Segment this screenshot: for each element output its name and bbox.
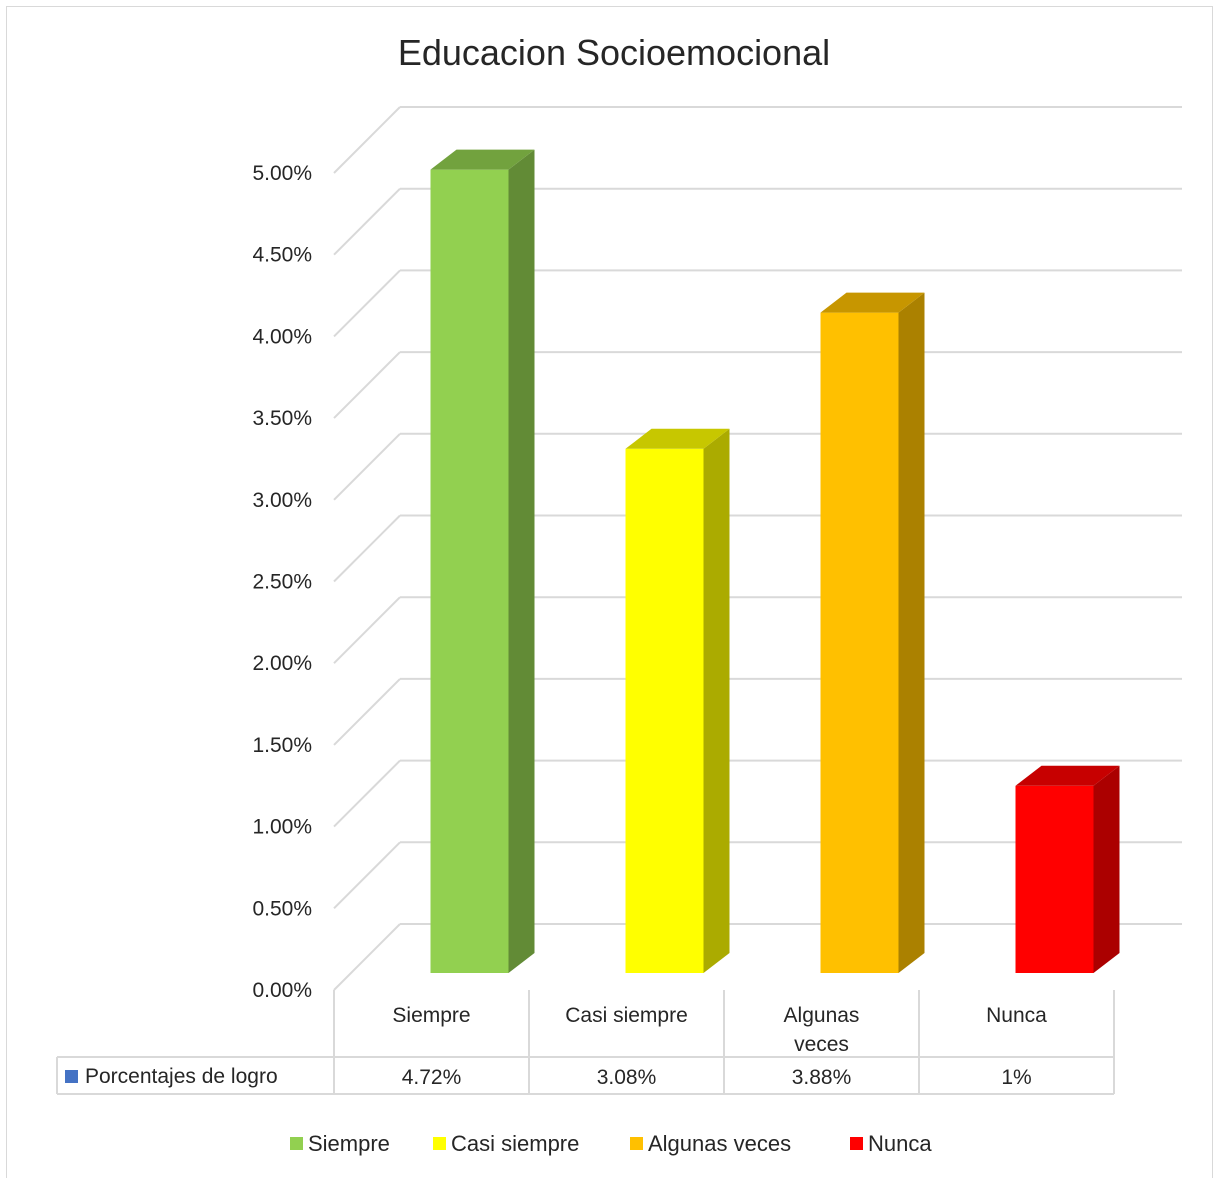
- bars: [431, 150, 1120, 973]
- category-label: Siempre: [392, 1004, 470, 1027]
- legend-label: Nunca: [868, 1131, 932, 1156]
- bar-front: [626, 449, 704, 973]
- bar-siempre: [431, 150, 535, 973]
- bar-side: [899, 293, 925, 973]
- legend: Siempre Casi siempre Algunas veces Nunca: [290, 1131, 932, 1156]
- series-name: Porcentajes de logro: [85, 1065, 278, 1088]
- legend-swatch: [433, 1137, 446, 1150]
- bar-algunas-veces: [821, 293, 925, 973]
- y-tick-label: 3.00%: [252, 489, 312, 512]
- y-axis-ticks: 0.00% 0.50% 1.00% 1.50% 2.00% 2.50% 3.00% 3.50%…: [252, 162, 312, 1002]
- bar-casi-siempre: [626, 429, 730, 973]
- gridline-side: [334, 842, 400, 908]
- data-table-value: 3.08%: [597, 1066, 657, 1089]
- legend-label: Siempre: [308, 1131, 390, 1156]
- data-table-value: 1%: [1001, 1066, 1031, 1089]
- y-tick-label: 1.50%: [252, 734, 312, 757]
- category-label: Casi siempre: [565, 1004, 688, 1027]
- bar-side: [704, 429, 730, 973]
- category-label: Algunas: [784, 1004, 860, 1027]
- bar-front: [431, 170, 509, 973]
- bar-side: [509, 150, 535, 973]
- series-key-swatch: [65, 1070, 78, 1083]
- bar-front: [821, 313, 899, 973]
- y-tick-label: 5.00%: [252, 162, 312, 185]
- gridline-side: [334, 352, 400, 418]
- gridline-side: [334, 270, 400, 336]
- gridline-side: [334, 597, 400, 663]
- bar-nunca: [1016, 766, 1120, 973]
- gridline-side: [334, 434, 400, 500]
- bar-front: [1016, 786, 1094, 973]
- category-label: Nunca: [986, 1004, 1047, 1027]
- chart-title: Educacion Socioemocional: [398, 32, 830, 73]
- gridline-side: [334, 189, 400, 255]
- data-table-value: 4.72%: [402, 1066, 462, 1089]
- y-tick-label: 0.50%: [252, 897, 312, 920]
- y-tick-label: 2.00%: [252, 652, 312, 675]
- gridline-side: [334, 761, 400, 827]
- gridline-side: [334, 516, 400, 582]
- y-tick-label: 4.00%: [252, 325, 312, 348]
- gridline-side: [334, 679, 400, 745]
- legend-swatch: [630, 1137, 643, 1150]
- y-tick-label: 1.00%: [252, 816, 312, 839]
- data-table: Siempre 4.72% Casi siempre 3.08% Algunas vece…: [57, 990, 1114, 1094]
- data-table-value: 3.88%: [792, 1066, 852, 1089]
- y-tick-label: 4.50%: [252, 244, 312, 267]
- bar-side: [1094, 766, 1120, 973]
- gridline-side: [334, 107, 400, 173]
- y-tick-label: 0.00%: [252, 979, 312, 1002]
- y-tick-label: 2.50%: [252, 571, 312, 594]
- category-label: veces: [794, 1033, 849, 1056]
- gridline-side: [334, 924, 400, 990]
- legend-swatch: [290, 1137, 303, 1150]
- legend-label: Algunas veces: [648, 1131, 791, 1156]
- y-tick-label: 3.50%: [252, 407, 312, 430]
- legend-swatch: [850, 1137, 863, 1150]
- legend-label: Casi siempre: [451, 1131, 579, 1156]
